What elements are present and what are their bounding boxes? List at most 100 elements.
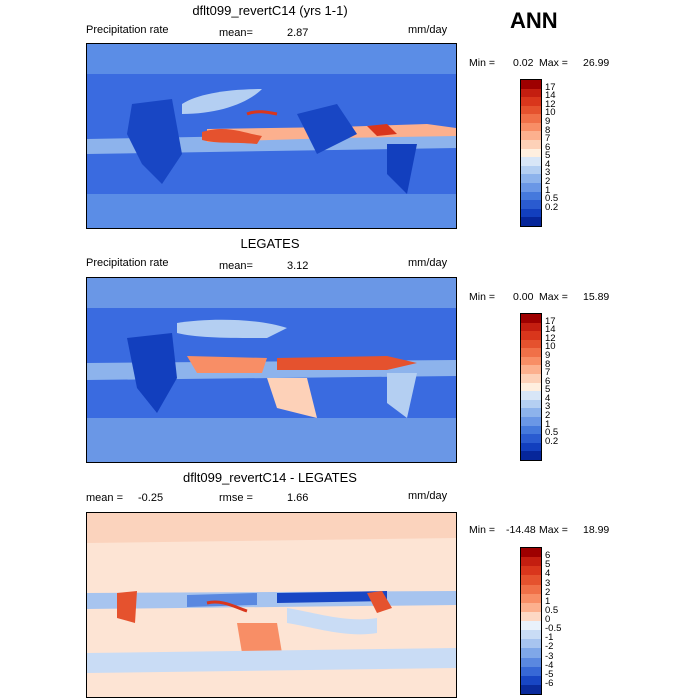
colorbar-swatch — [521, 648, 541, 658]
colorbar-swatch — [521, 630, 541, 640]
colorbar-tick-label: 1 — [545, 595, 551, 607]
colorbar-tick-label: 0 — [545, 614, 551, 625]
panel-2-min-value: 0.00 — [513, 291, 534, 303]
colorbar-tick-label: 0.5 — [545, 193, 559, 205]
panel-3-rmse-label: rmse = — [219, 492, 253, 504]
colorbar-tick-label: -6 — [545, 677, 554, 689]
panel-3-mean-value: -0.25 — [138, 492, 164, 504]
colorbar-tick-label: 2 — [545, 586, 551, 598]
panel-2-max-value: 15.89 — [583, 291, 610, 303]
colorbar-tick-label: 0.5 — [545, 604, 559, 616]
panel-2-title: LEGATES — [240, 236, 300, 251]
colorbar-tick-label: -3 — [545, 650, 554, 662]
colorbar-tick-label: -2 — [545, 641, 554, 653]
colorbar-swatch — [521, 442, 541, 452]
colorbar-tick-label: 12 — [545, 332, 556, 344]
panel-3-max-label: Max = — [539, 524, 568, 536]
panel-1-colorbar-labels: 17 14 12 10 9 8 7 6 5 4 3 2 1 0.5 0.2 — [545, 79, 585, 225]
panel-1-title: dflt099_revertC14 (yrs 1-1) — [192, 3, 348, 18]
colorbar-tick-label: 8 — [545, 358, 551, 370]
panel-3-title: dflt099_revertC14 - LEGATES — [183, 470, 357, 485]
colorbar-tick-label: 14 — [545, 324, 556, 336]
panel-2-mean-value: 3.12 — [287, 260, 309, 272]
colorbar-tick-label: 0.2 — [545, 435, 559, 447]
colorbar-swatch — [521, 331, 541, 340]
colorbar-swatch — [521, 174, 541, 183]
panel-3-colorbar-labels: 6 5 4 3 2 1 0.5 0 -0.5 -1 -2 -3 -4 -5 -6 — [545, 547, 585, 693]
colorbar-swatch — [521, 639, 541, 649]
colorbar-swatch — [521, 425, 541, 435]
colorbar-tick-label: 8 — [545, 124, 551, 136]
colorbar-tick-label: 4 — [545, 158, 551, 170]
colorbar-swatch — [521, 408, 541, 417]
colorbar-tick-label: 3 — [545, 577, 551, 589]
colorbar-tick-label: 5 — [545, 559, 551, 571]
panel-1-variable-label: Precipitation rate — [86, 24, 169, 36]
panel-3-max-value: 18.99 — [583, 524, 610, 536]
colorbar-tick-label: 0.2 — [545, 201, 559, 213]
colorbar-swatch — [521, 684, 541, 694]
colorbar-swatch — [521, 657, 541, 667]
colorbar-swatch — [521, 114, 541, 123]
panel-2-map — [86, 277, 457, 463]
colorbar-swatch — [521, 584, 541, 594]
colorbar-tick-label: 0.5 — [545, 427, 559, 439]
colorbar-tick-label: 10 — [545, 341, 556, 353]
colorbar-swatch — [521, 339, 541, 349]
panel-1-max-label: Max = — [539, 57, 568, 69]
panel-1-map-field — [87, 44, 456, 228]
colorbar-swatch — [521, 217, 541, 226]
colorbar-swatch — [521, 557, 541, 567]
panel-2-max-label: Max = — [539, 291, 568, 303]
colorbar-swatch — [521, 602, 541, 612]
panel-1-min-value: 0.02 — [513, 57, 534, 69]
panel-3-rmse-value: 1.66 — [287, 492, 309, 504]
colorbar-swatch — [521, 382, 541, 392]
panel-1-mean-value: 2.87 — [287, 27, 309, 39]
panel-3-units: mm/day — [408, 490, 448, 502]
colorbar-tick-label: -5 — [545, 668, 554, 680]
panel-2-map-field — [87, 278, 456, 462]
colorbar-tick-label: -4 — [545, 659, 554, 671]
panel-2-colorbar — [520, 313, 542, 461]
panel-3-mean-label: mean = — [86, 492, 123, 504]
colorbar-tick-label: 14 — [545, 90, 556, 102]
colorbar-swatch — [521, 611, 541, 621]
colorbar-tick-label: 17 — [545, 315, 556, 327]
panel-2-colorbar-labels: 17 14 12 10 9 8 7 6 5 4 3 2 1 0.5 0.2 — [545, 313, 585, 459]
colorbar-swatch — [521, 434, 541, 443]
season-label: ANN — [510, 8, 558, 33]
panel-3-map — [86, 512, 457, 698]
colorbar-tick-label: 6 — [545, 550, 551, 562]
colorbar-swatch — [521, 182, 541, 192]
colorbar-swatch — [521, 140, 541, 149]
colorbar-swatch — [521, 131, 541, 141]
panel-3-map-field — [87, 513, 456, 697]
colorbar-tick-label: 17 — [545, 81, 556, 93]
panel-3-min-value: -14.48 — [506, 524, 536, 536]
colorbar-swatch — [521, 374, 541, 383]
colorbar-tick-label: 2 — [545, 176, 551, 188]
panel-1-units: mm/day — [408, 24, 448, 36]
panel-1-max-value: 26.99 — [583, 57, 610, 69]
colorbar-swatch — [521, 208, 541, 218]
colorbar-tick-label: 9 — [545, 349, 551, 361]
colorbar-swatch — [521, 322, 541, 332]
colorbar-swatch — [521, 105, 541, 115]
colorbar-tick-label: 3 — [545, 401, 551, 413]
colorbar-swatch — [521, 97, 541, 106]
colorbar-swatch — [521, 191, 541, 201]
colorbar-swatch — [521, 675, 541, 685]
colorbar-swatch — [521, 399, 541, 409]
panel-1-min-label: Min = — [469, 57, 495, 69]
colorbar-swatch — [521, 200, 541, 209]
panel-2-variable-label: Precipitation rate — [86, 257, 169, 269]
colorbar-tick-label: 4 — [545, 568, 551, 580]
colorbar-tick-label: 7 — [545, 133, 551, 145]
colorbar-tick-label: 6 — [545, 141, 551, 153]
colorbar-swatch — [521, 365, 541, 375]
panel-2-mean-label: mean= — [219, 260, 253, 272]
colorbar-tick-label: 3 — [545, 167, 551, 179]
panel-2-units: mm/day — [408, 257, 448, 269]
panel-1-mean-label: mean= — [219, 27, 253, 39]
